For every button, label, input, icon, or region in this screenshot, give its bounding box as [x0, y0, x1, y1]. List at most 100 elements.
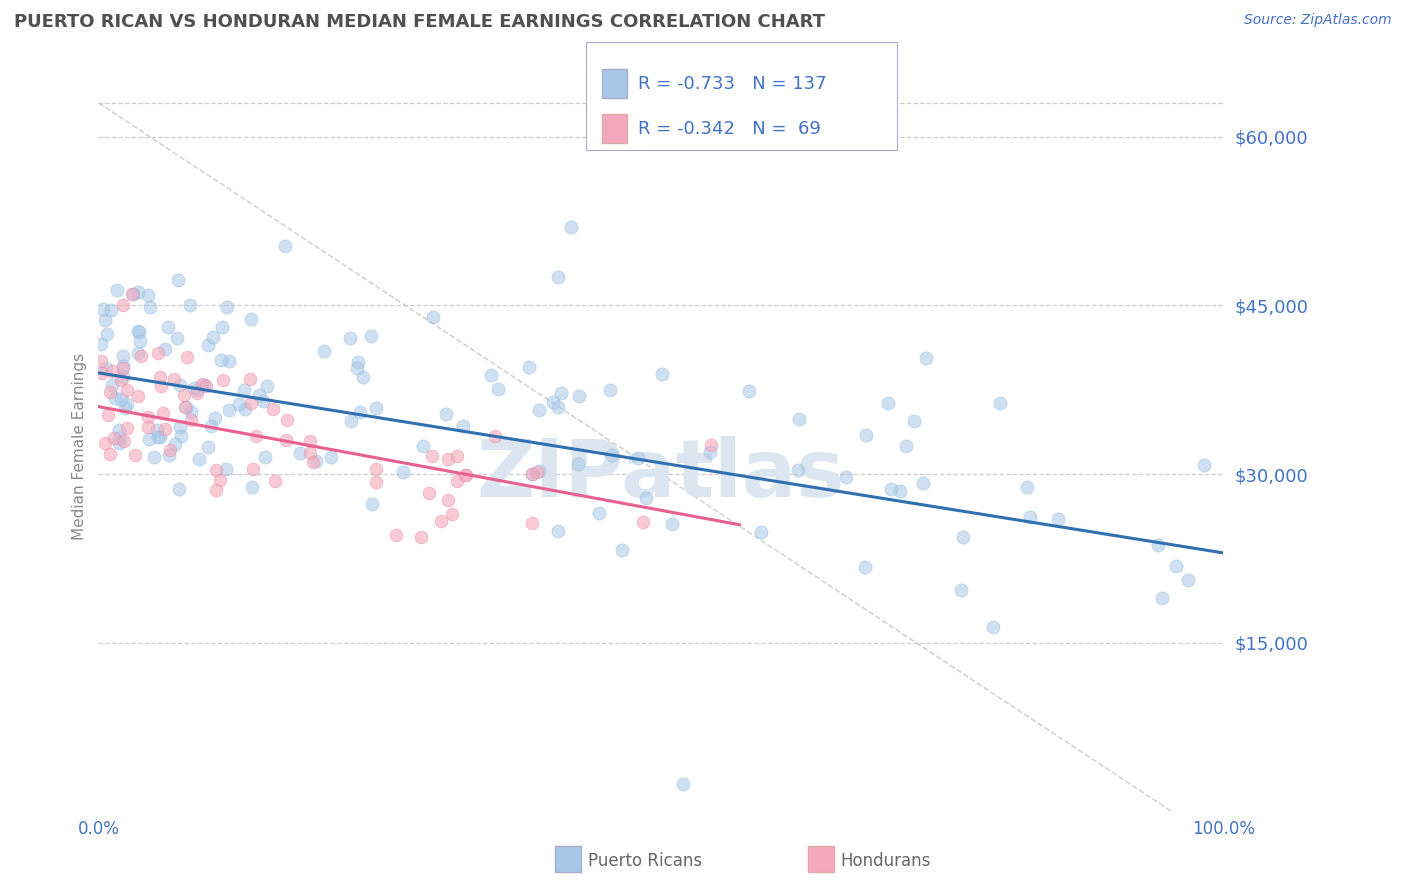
Point [479, 368, 502, 383]
Point [218, 353, 240, 368]
Point [547, 270, 569, 285]
Point [988, 396, 1011, 410]
Point [152, 405, 174, 419]
Point [136, 287, 159, 301]
Point [441, 507, 464, 521]
Point [127, 346, 149, 360]
Point [167, 273, 190, 287]
Point [486, 382, 509, 396]
Point [560, 219, 582, 234]
Point [366, 475, 388, 489]
Point [312, 343, 335, 358]
Point [437, 452, 460, 467]
Point [239, 396, 262, 410]
Point [127, 389, 149, 403]
Point [610, 542, 633, 557]
Point [651, 367, 673, 381]
Point [157, 448, 180, 462]
Point [166, 331, 188, 345]
Point [420, 449, 443, 463]
Point [191, 376, 214, 391]
Point [952, 530, 974, 544]
Point [672, 776, 695, 790]
Point [122, 287, 145, 301]
Point [197, 440, 219, 454]
Point [128, 325, 150, 339]
Point [197, 338, 219, 352]
Point [484, 429, 506, 443]
Point [174, 400, 197, 414]
Point [894, 439, 917, 453]
Point [252, 394, 274, 409]
Point [204, 483, 226, 497]
Text: Puerto Ricans: Puerto Ricans [588, 852, 702, 870]
Point [127, 324, 149, 338]
Point [262, 401, 284, 416]
Point [520, 516, 543, 530]
Point [215, 462, 238, 476]
Point [179, 298, 201, 312]
Point [276, 413, 298, 427]
Point [149, 430, 172, 444]
Point [299, 434, 322, 448]
Point [453, 468, 475, 483]
Point [111, 298, 134, 312]
Point [138, 433, 160, 447]
Point [146, 346, 169, 360]
Point [520, 467, 543, 481]
Point [155, 342, 177, 356]
Point [233, 402, 256, 417]
Point [128, 334, 150, 348]
Point [346, 361, 368, 376]
Point [1147, 538, 1170, 552]
Point [186, 386, 208, 401]
Point [299, 446, 322, 460]
Point [159, 442, 181, 457]
Point [446, 474, 468, 488]
Point [90, 354, 112, 368]
Point [239, 372, 262, 386]
Point [91, 301, 114, 316]
Point [100, 302, 122, 317]
Point [453, 418, 475, 433]
Point [903, 414, 925, 428]
Point [853, 559, 876, 574]
Text: Source: ZipAtlas.com: Source: ZipAtlas.com [1244, 13, 1392, 28]
Point [240, 311, 263, 326]
Point [422, 310, 444, 325]
Point [915, 351, 938, 365]
Point [305, 454, 328, 468]
Point [212, 373, 235, 387]
Point [274, 238, 297, 252]
Point [173, 388, 195, 402]
Point [112, 434, 135, 449]
Point [200, 419, 222, 434]
Point [233, 384, 256, 398]
Point [136, 409, 159, 424]
Point [436, 492, 458, 507]
Text: ZIPatlas: ZIPatlas [477, 436, 845, 515]
Point [93, 313, 115, 327]
Point [90, 336, 112, 351]
Point [699, 445, 721, 459]
Point [121, 287, 143, 301]
Point [409, 530, 432, 544]
Point [520, 467, 543, 481]
Text: PUERTO RICAN VS HONDURAN MEDIAN FEMALE EARNINGS CORRELATION CHART: PUERTO RICAN VS HONDURAN MEDIAN FEMALE E… [14, 13, 825, 31]
Point [108, 423, 131, 437]
Point [91, 366, 114, 380]
Point [96, 327, 118, 342]
Point [360, 329, 382, 343]
Point [1015, 480, 1038, 494]
Point [274, 433, 297, 447]
Point [105, 283, 128, 297]
Point [1166, 559, 1188, 574]
Point [228, 397, 250, 411]
Point [340, 414, 363, 428]
Text: R = -0.733   N = 137: R = -0.733 N = 137 [638, 75, 827, 93]
Point [98, 385, 121, 400]
Point [527, 464, 550, 478]
Point [146, 430, 169, 444]
Point [290, 446, 312, 460]
Point [787, 412, 810, 426]
